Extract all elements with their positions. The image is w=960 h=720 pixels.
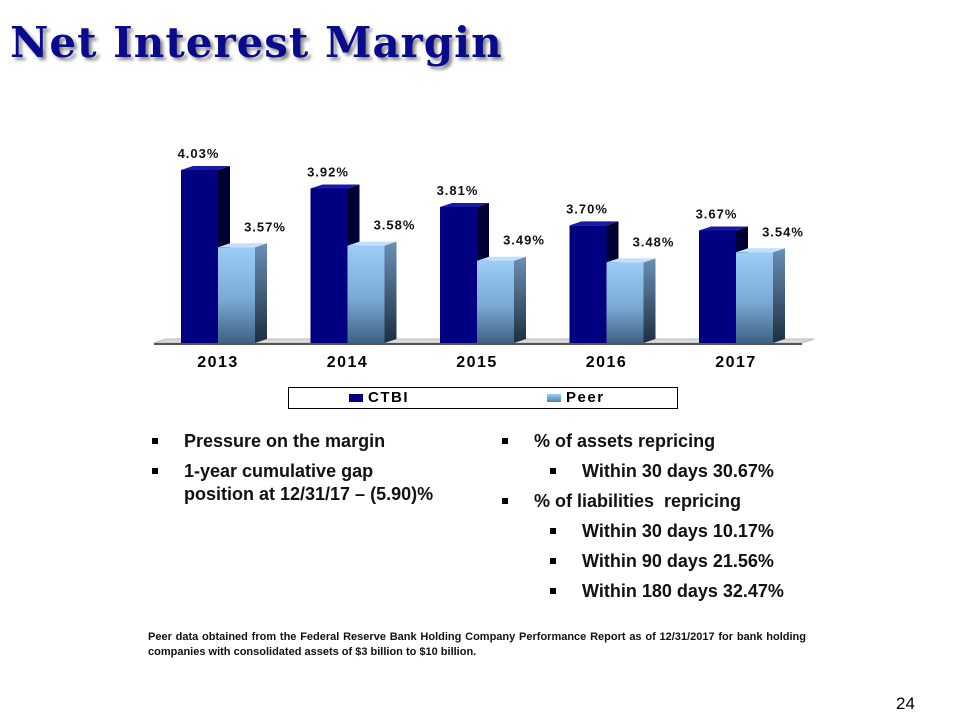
x-tick-label-2017: 2017 (715, 354, 757, 371)
bullet-item: 1-year cumulative gap position at 12/31/… (148, 460, 448, 506)
bar-peer-2015-top (477, 256, 526, 261)
legend-label-peer: Peer (566, 389, 605, 406)
bullet-item: Pressure on the margin (148, 430, 448, 453)
value-label-ctbi-2016: 3.70% (566, 201, 608, 216)
value-label-peer-2013: 3.57% (244, 219, 286, 234)
x-axis-tick-labels: 2013 2014 2015 2016 2017 (197, 354, 757, 371)
net-interest-margin-chart: 4.03% 3.57% 3.92% 3.58% 3.81% 3.49% 3.70% 3.48%… (153, 146, 815, 371)
value-label-ctbi-2014: 3.92% (307, 164, 349, 179)
bar-peer-2014-top (347, 241, 397, 246)
value-label-peer-2017: 3.54% (762, 224, 804, 239)
page-number: 24 (896, 694, 915, 713)
chart-legend: CTBI Peer (288, 387, 678, 409)
bar-peer-2016-side (643, 258, 656, 343)
bullet-sub-item: Within 180 days 32.47% (498, 580, 868, 603)
legend-swatch-ctbi (349, 393, 363, 402)
x-tick-label-2014: 2014 (327, 354, 369, 371)
x-tick-label-2013: 2013 (197, 354, 239, 371)
bar-peer-2016 (606, 262, 644, 343)
value-label-ctbi-2017: 3.67% (696, 206, 738, 221)
bar-peer-2017-top (736, 248, 785, 253)
x-tick-label-2015: 2015 (456, 354, 498, 371)
bar-peer-2017-side (773, 248, 785, 343)
bar-peer-2013-top (218, 243, 267, 248)
bar-ctbi-2016-top (569, 221, 619, 226)
bar-peer-2016-top (606, 258, 656, 263)
bar-ctbi-2015 (440, 206, 477, 343)
x-tick-label-2016: 2016 (586, 354, 628, 371)
bar-peer-2015 (477, 260, 514, 343)
bar-peer-2013-side (255, 243, 267, 343)
bullet-sub-item: Within 30 days 10.17% (498, 520, 868, 543)
bar-peer-2013 (218, 247, 255, 343)
right-bullet-list: % of assets repricing Within 30 days 30.… (498, 430, 868, 610)
legend-item-ctbi: CTBI (349, 389, 409, 406)
value-label-peer-2014: 3.58% (374, 218, 416, 233)
bar-ctbi-2014-top (310, 184, 360, 189)
bullet-liabilities-heading: % of liabilities repricing (498, 490, 868, 513)
chart-value-labels: 4.03% 3.57% 3.92% 3.58% 3.81% 3.49% 3.70% 3.48%… (178, 146, 804, 249)
bar-ctbi-2017 (699, 230, 736, 343)
bar-ctbi-2015-top (440, 202, 489, 207)
bar-ctbi-2014 (310, 188, 348, 343)
legend-label-ctbi: CTBI (368, 389, 409, 406)
bar-ctbi-2013 (181, 170, 218, 343)
value-label-ctbi-2015: 3.81% (437, 183, 479, 198)
bar-peer-2015-side (514, 256, 526, 343)
bar-peer-2017 (736, 252, 773, 343)
legend-swatch-peer (547, 393, 561, 402)
chart-bars (181, 166, 785, 343)
bar-peer-2014 (347, 245, 385, 343)
value-label-peer-2015: 3.49% (503, 233, 545, 248)
page-title: Net Interest Margin (10, 18, 503, 67)
bullet-assets-heading: % of assets repricing (498, 430, 868, 453)
bullet-sub-item: Within 90 days 21.56% (498, 550, 868, 573)
bar-ctbi-2016 (569, 225, 607, 343)
footnote: Peer data obtained from the Federal Rese… (148, 631, 806, 658)
left-bullet-list: Pressure on the margin 1-year cumulative… (148, 430, 448, 513)
bar-ctbi-2017-top (699, 226, 748, 231)
legend-item-peer: Peer (547, 389, 605, 406)
bar-ctbi-2013-top (181, 166, 230, 170)
value-label-ctbi-2013: 4.03% (178, 146, 220, 161)
value-label-peer-2016: 3.48% (633, 234, 675, 249)
bar-peer-2014-side (384, 241, 397, 343)
bullet-sub-item: Within 30 days 30.67% (498, 460, 868, 483)
